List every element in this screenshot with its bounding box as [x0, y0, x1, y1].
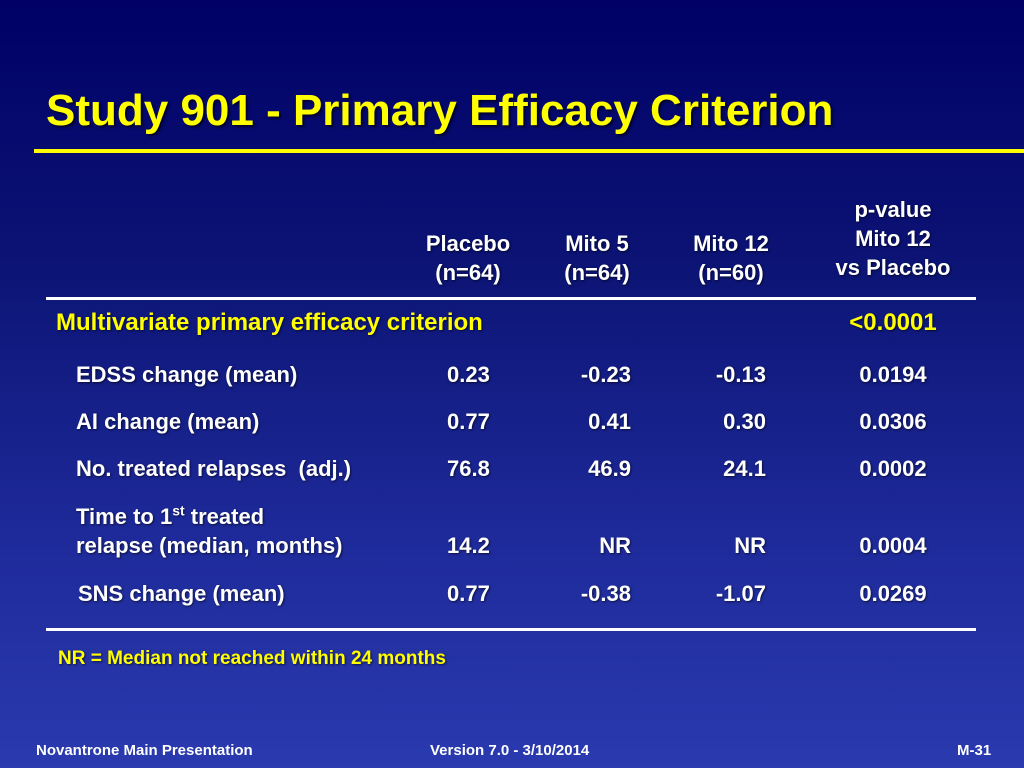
row-edss-label: EDSS change (mean) — [76, 362, 298, 387]
header-placebo-line1: Placebo — [425, 231, 511, 256]
header-pvalue-line2: Mito 12 — [855, 226, 931, 251]
row-sns-label: SNS change (mean) — [78, 581, 285, 606]
row-ai-mito5: 0.41 — [588, 409, 631, 434]
slide-title: Study 901 - Primary Efficacy Criterion — [46, 86, 834, 135]
footer-right: M-31 — [957, 742, 992, 759]
row-relapses-label: No. treated relapses (adj.) — [76, 456, 352, 481]
row-time-placebo: 14.2 — [447, 533, 490, 558]
row-time-mito5: NR — [599, 533, 631, 558]
row-sns-placebo: 0.77 — [447, 581, 490, 606]
row-edss-mito12: -0.13 — [715, 362, 766, 387]
row-time-label-sup: st — [172, 502, 185, 519]
row-ai-placebo: 0.77 — [447, 409, 490, 434]
title-underline — [34, 149, 1024, 153]
header-pvalue-line3: vs Placebo — [835, 255, 951, 280]
table-top-rule — [46, 297, 976, 300]
header-mito12-line1: Mito 12 — [693, 231, 769, 256]
row-sns-mito12: -1.07 — [715, 581, 766, 606]
row-ai-pvalue: 0.0306 — [859, 409, 927, 434]
footer-left: Novantrone Main Presentation — [36, 742, 253, 759]
header-mito12-line2: (n=60) — [698, 260, 764, 285]
header-placebo: Placebo (n=64) — [408, 229, 528, 287]
row-relapses-placebo: 76.8 — [447, 456, 490, 481]
row-relapses-pvalue: 0.0002 — [859, 456, 927, 481]
row-time-label-pre: Time to 1 — [76, 504, 173, 529]
primary-pvalue-number: 0.0001 — [863, 309, 937, 336]
row-time-label-line1: Time to 1st treated — [76, 503, 264, 531]
row-relapses-mito5: 46.9 — [588, 456, 631, 481]
less-than-symbol: < — [849, 309, 864, 336]
header-pvalue: p-value Mito 12 vs Placebo — [800, 195, 986, 282]
row-time-label-line2: relapse (median, months) — [76, 533, 343, 558]
row-time-pvalue: 0.0004 — [859, 533, 927, 558]
row-edss-mito5: -0.23 — [580, 362, 631, 387]
header-placebo-line2: (n=64) — [435, 260, 501, 285]
row-edss-placebo: 0.23 — [447, 362, 490, 387]
primary-criterion-label: Multivariate primary efficacy criterion — [56, 309, 483, 336]
header-pvalue-line1: p-value — [854, 197, 932, 222]
header-mito12: Mito 12 (n=60) — [671, 229, 791, 287]
table-bottom-rule — [46, 628, 976, 631]
row-ai-label: AI change (mean) — [76, 409, 260, 434]
footer-center: Version 7.0 - 3/10/2014 — [430, 742, 590, 759]
header-mito5: Mito 5 (n=64) — [537, 229, 657, 287]
row-time-mito12: NR — [734, 533, 766, 558]
row-edss-pvalue: 0.0194 — [859, 362, 927, 387]
row-ai-mito12: 0.30 — [723, 409, 766, 434]
row-sns-pvalue: 0.0269 — [859, 581, 927, 606]
header-mito5-line2: (n=64) — [564, 260, 630, 285]
row-relapses-mito12: 24.1 — [723, 456, 766, 481]
primary-criterion-pvalue: <0.0001 — [800, 309, 986, 337]
footnote: NR = Median not reached within 24 months — [58, 648, 446, 669]
header-mito5-line1: Mito 5 — [565, 231, 629, 256]
row-time-label-post: treated — [184, 504, 265, 529]
row-sns-mito5: -0.38 — [580, 581, 631, 606]
